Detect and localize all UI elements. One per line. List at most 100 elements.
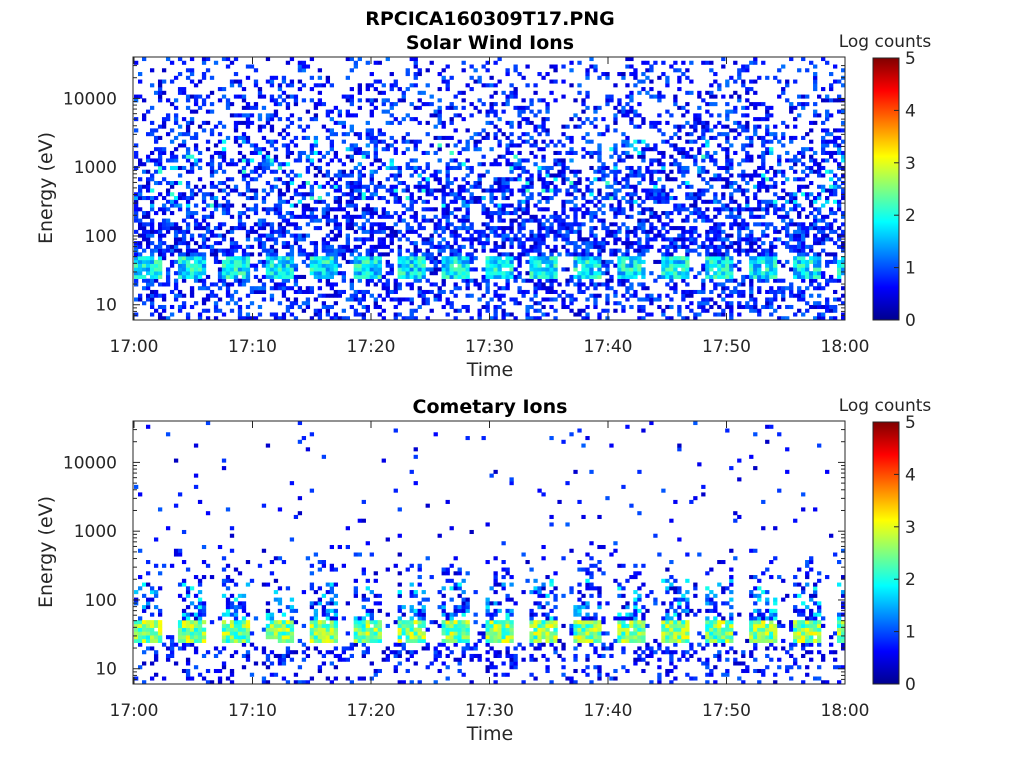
spectrogram-cell <box>725 83 730 88</box>
spectrogram-cell <box>801 256 806 261</box>
spectrogram-cell <box>721 263 726 268</box>
spectrogram-cell <box>545 173 550 178</box>
spectrogram-cell <box>805 308 810 313</box>
spectrogram-cell <box>269 117 275 122</box>
spectrogram-cell <box>569 278 574 283</box>
spectrogram-cell <box>481 64 486 69</box>
spectrogram-cell <box>365 256 370 261</box>
spectrogram-cell <box>529 237 534 242</box>
spectrogram-cell <box>369 180 374 186</box>
spectrogram-cell <box>297 124 303 129</box>
spectrogram-cell <box>357 162 362 167</box>
spectrogram-cell <box>637 308 642 313</box>
spectrogram-cell <box>217 297 223 302</box>
spectrogram-cell <box>373 135 378 140</box>
spectrogram-cell <box>465 278 470 283</box>
spectrogram-cell <box>413 64 418 69</box>
spectrogram-cell <box>717 120 722 125</box>
spectrogram-cell <box>157 154 163 159</box>
spectrogram-cell <box>333 188 339 193</box>
spectrogram-cell <box>721 57 726 62</box>
spectrogram-cell <box>421 297 426 302</box>
spectrogram-cell <box>649 301 654 306</box>
spectrogram-cell <box>585 304 590 310</box>
spectrogram-cell <box>621 259 626 264</box>
spectrogram-cell <box>325 259 331 264</box>
spectrogram-cell <box>705 297 710 302</box>
spectrogram-cell <box>625 233 630 238</box>
spectrogram-cell <box>765 139 770 144</box>
spectrogram-cell <box>225 203 231 208</box>
spectrogram-cell <box>413 57 418 62</box>
spectrogram-cell <box>457 248 462 253</box>
spectrogram-cell <box>581 256 586 261</box>
spectrogram-cell <box>349 124 354 129</box>
spectrogram-cell <box>449 150 454 155</box>
spectrogram-cell <box>169 244 175 249</box>
spectrogram-cell <box>341 124 346 129</box>
spectrogram-cell <box>805 94 810 99</box>
spectrogram-cell <box>557 293 562 298</box>
spectrogram-cell <box>501 203 506 208</box>
spectrogram-cell <box>529 278 534 283</box>
spectrogram-cell <box>693 226 698 231</box>
spectrogram-cell <box>377 252 382 257</box>
spectrogram-cell <box>229 229 235 234</box>
spectrogram-cell <box>681 226 686 231</box>
spectrogram-cell <box>681 259 686 264</box>
spectrogram-cell <box>549 267 554 272</box>
spectrogram-cell <box>821 312 826 317</box>
spectrogram-cell <box>633 83 638 88</box>
spectrogram-cell <box>329 293 335 298</box>
spectrogram-cell <box>461 278 466 283</box>
spectrogram-cell <box>141 256 147 261</box>
spectrogram-cell <box>629 286 634 291</box>
spectrogram-cell <box>365 274 370 279</box>
spectrogram-cell <box>793 229 798 234</box>
spectrogram-cell <box>269 124 275 129</box>
spectrogram-cell <box>241 316 247 321</box>
spectrogram-cell <box>693 154 698 159</box>
spectrogram-cell <box>497 263 502 268</box>
spectrogram-cell <box>745 143 750 148</box>
spectrogram-cell <box>273 312 279 317</box>
spectrogram-cell <box>189 169 195 174</box>
spectrogram-cell <box>617 271 622 276</box>
spectrogram-cell <box>241 158 247 163</box>
spectrogram-cell <box>545 102 550 107</box>
spectrogram-cell <box>201 60 207 65</box>
spectrogram-cell <box>181 271 187 276</box>
spectrogram-cell <box>541 177 546 182</box>
spectrogram-cell <box>613 192 618 197</box>
spectrogram-cell <box>537 222 542 227</box>
spectrogram-cell <box>677 237 682 242</box>
spectrogram-cell <box>629 304 634 310</box>
spectrogram-cell <box>409 83 414 88</box>
spectrogram-cell <box>157 252 163 257</box>
spectrogram-cell <box>693 117 698 122</box>
spectrogram-cell <box>241 169 247 174</box>
spectrogram-cell <box>453 207 458 212</box>
spectrogram-cell <box>729 289 734 294</box>
spectrogram-cell <box>134 207 139 212</box>
spectrogram-cell <box>433 113 438 118</box>
spectrogram-cell <box>321 184 327 189</box>
spectrogram-cell <box>353 180 358 186</box>
spectrogram-cell <box>373 259 378 264</box>
spectrogram-cell <box>649 297 654 302</box>
spectrogram-cell <box>669 256 674 261</box>
spectrogram-cell <box>213 207 219 212</box>
spectrogram-cell <box>189 72 195 77</box>
spectrogram-cell <box>541 207 546 212</box>
spectrogram-cell <box>689 132 694 137</box>
spectrogram-cell <box>685 244 690 249</box>
spectrogram-cell <box>753 267 758 272</box>
spectrogram-cell <box>393 278 398 283</box>
spectrogram-cell <box>221 87 227 92</box>
spectrogram-cell <box>705 263 710 268</box>
spectrogram-cell <box>553 150 558 155</box>
spectrogram-cell <box>353 222 358 227</box>
spectrogram-cell <box>641 150 646 155</box>
spectrogram-cell <box>161 222 167 227</box>
spectrogram-cell <box>737 304 742 310</box>
